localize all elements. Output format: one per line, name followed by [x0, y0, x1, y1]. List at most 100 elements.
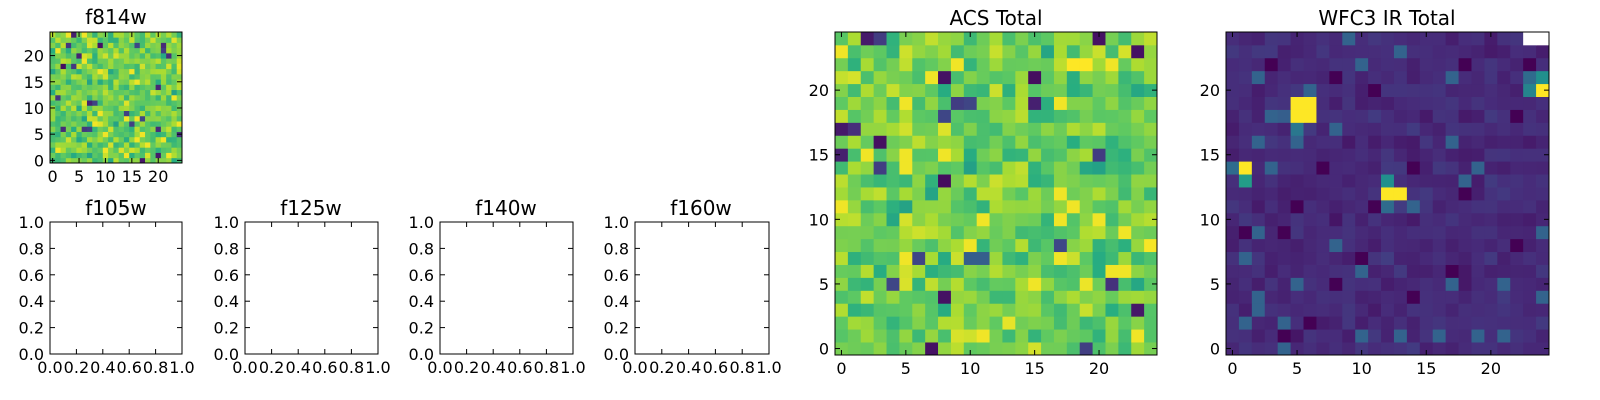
heatmap-cell	[145, 63, 151, 70]
heatmap-cell	[1393, 83, 1408, 97]
heatmap-cell	[963, 161, 978, 175]
heatmap-cell	[81, 47, 88, 54]
heatmap-cell	[129, 136, 135, 143]
heatmap-cell	[1342, 199, 1356, 214]
heatmap-cell	[1226, 290, 1240, 304]
heatmap-cell	[835, 174, 849, 188]
heatmap-cell	[108, 32, 114, 38]
heatmap-cell	[989, 135, 1003, 149]
heatmap-cell	[1041, 161, 1055, 175]
heatmap-cell	[171, 68, 178, 75]
heatmap-cell	[97, 105, 104, 111]
heatmap-cell	[1355, 161, 1369, 175]
heatmap-cell	[176, 47, 183, 54]
heatmap-cell	[1393, 212, 1408, 227]
heatmap-cell	[102, 42, 109, 49]
heatmap-cell	[1355, 238, 1369, 253]
heatmap-cell	[50, 47, 56, 54]
heatmap-cell	[835, 161, 849, 175]
heatmap-cell	[1406, 264, 1421, 278]
heatmap-cell	[123, 52, 130, 59]
heatmap-cell	[1015, 303, 1029, 317]
heatmap-cell	[950, 32, 965, 46]
heatmap-cell	[1342, 238, 1356, 253]
heatmap-cell	[976, 70, 990, 85]
heatmap-cell	[938, 96, 952, 110]
heatmap-cell	[81, 147, 88, 153]
heatmap-cell	[145, 136, 151, 143]
y-tick-label: 0.0	[214, 345, 239, 364]
heatmap-cell	[50, 100, 56, 106]
heatmap-cell	[1484, 277, 1498, 291]
heatmap-cell	[1092, 303, 1106, 317]
heatmap-cell	[1497, 109, 1511, 123]
heatmap-cell	[1092, 122, 1106, 136]
heatmap-cell	[1497, 32, 1511, 46]
heatmap-cell	[1118, 342, 1132, 356]
heatmap-cell	[65, 157, 72, 164]
heatmap-cell	[1393, 251, 1408, 265]
heatmap-cell	[1471, 199, 1485, 214]
heatmap-cell	[1053, 122, 1068, 136]
heatmap-cell	[860, 199, 875, 214]
heatmap-cell	[912, 251, 926, 265]
heatmap-cell	[92, 42, 98, 49]
heatmap-cell	[1066, 277, 1081, 291]
heatmap-cell	[1105, 290, 1119, 304]
heatmap-cell	[155, 152, 162, 159]
heatmap-cell	[1002, 161, 1016, 175]
heatmap-cell	[1251, 212, 1266, 227]
heatmap-cell	[976, 342, 990, 356]
heatmap-cell	[1342, 135, 1356, 149]
heatmap-cell	[1053, 44, 1068, 59]
heatmap-cell	[950, 225, 965, 240]
heatmap-cell	[1471, 316, 1485, 330]
heatmap-cell	[86, 136, 93, 143]
heatmap-cell	[1105, 109, 1119, 123]
heatmap-cell	[1144, 57, 1158, 72]
heatmap-cell	[108, 42, 114, 49]
y-tick-label: 0	[34, 151, 44, 170]
heatmap-cell	[139, 131, 146, 138]
heatmap-cell	[1419, 109, 1434, 123]
heatmap-cell	[1381, 251, 1395, 265]
heatmap-cell	[171, 89, 178, 96]
y-tick-label: 15	[24, 73, 44, 92]
heatmap-cell	[1419, 303, 1434, 317]
heatmap-cell	[1484, 70, 1498, 85]
heatmap-cell	[912, 329, 926, 343]
heatmap-cell	[1381, 225, 1395, 240]
heatmap-cell	[1523, 174, 1537, 188]
heatmap-cell	[123, 105, 130, 111]
heatmap-cell	[860, 96, 875, 110]
heatmap-cell	[899, 44, 913, 59]
heatmap-cell	[963, 329, 978, 343]
heatmap-cell	[1303, 44, 1317, 59]
heatmap-cell	[1471, 109, 1485, 123]
heatmap-cell	[97, 136, 104, 143]
heatmap-cell	[1329, 32, 1343, 46]
heatmap-cell	[1066, 32, 1081, 46]
heatmap-cell	[123, 68, 130, 75]
heatmap-cell	[1393, 109, 1408, 123]
heatmap-cell	[1432, 290, 1447, 304]
heatmap-cell	[976, 57, 990, 72]
heatmap-cell	[134, 110, 141, 117]
heatmap-cell	[1536, 174, 1550, 188]
heatmap-cell	[1316, 303, 1330, 317]
heatmap-cell	[835, 70, 849, 85]
heatmap-cell	[145, 42, 151, 49]
heatmap-cell	[886, 70, 900, 85]
heatmap-cell	[860, 57, 875, 72]
x-tick-label: 5	[901, 359, 911, 378]
heatmap-cell	[1316, 290, 1330, 304]
heatmap-cell	[976, 161, 990, 175]
heatmap-cell	[139, 89, 146, 96]
heatmap-cell	[60, 136, 67, 143]
heatmap-cell	[1066, 251, 1081, 265]
heatmap-cell	[950, 161, 965, 175]
y-tick-label: 10	[24, 99, 44, 118]
heatmap-cell	[108, 100, 114, 106]
heatmap-cell	[60, 100, 67, 106]
heatmap-cell	[97, 84, 104, 91]
